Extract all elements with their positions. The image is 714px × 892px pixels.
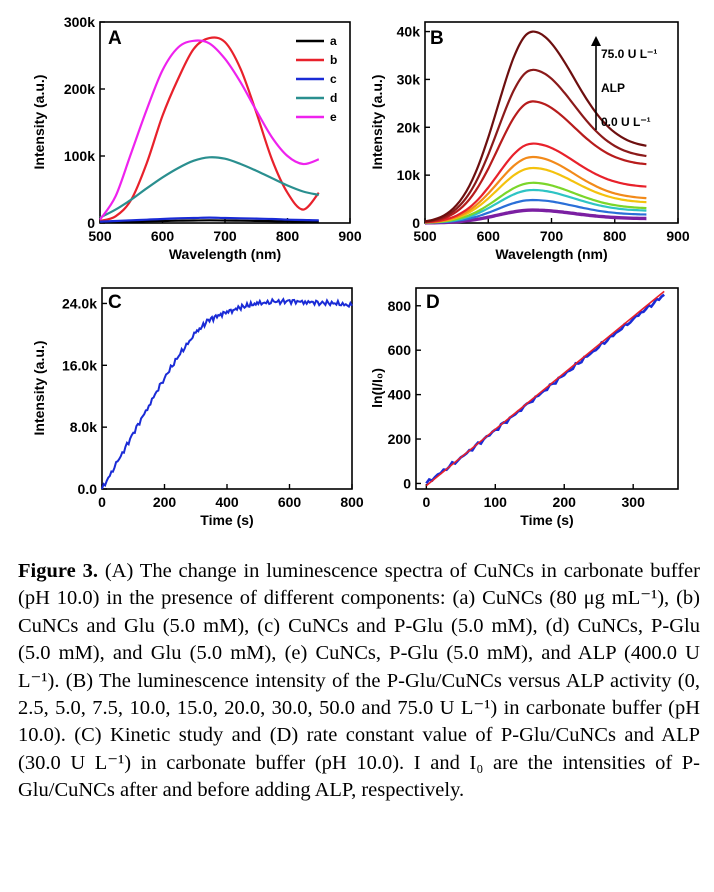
series-line-c xyxy=(99,216,319,223)
y-tick-label: 8.0k xyxy=(70,419,97,435)
x-axis-label: Wavelength (nm) xyxy=(169,246,281,262)
x-tick-label: 800 xyxy=(276,228,300,244)
series-line-4 xyxy=(424,181,647,224)
chart-panel-d: 0 100 200 300 0 200 400 600 800 Time (s) ln(I/I₀) D xyxy=(369,287,679,528)
series-line-8 xyxy=(424,100,647,223)
panel-letter: A xyxy=(108,28,122,49)
x-tick-label: 800 xyxy=(340,494,364,510)
x-tick-label: 800 xyxy=(603,228,627,244)
x-tick-label: 600 xyxy=(477,228,501,244)
plot-frame xyxy=(101,287,353,490)
legend-label-b: b xyxy=(330,53,337,67)
y-axis-label: Intensity (a.u.) xyxy=(369,75,385,170)
y-tick-label: 40k xyxy=(397,24,421,40)
y-tick-label: 300k xyxy=(64,14,95,30)
legend-label-d: d xyxy=(330,91,337,105)
legend-label-a: a xyxy=(330,34,337,48)
y-tick-label: 16.0k xyxy=(62,357,97,373)
y-axis-label: ln(I/I₀) xyxy=(369,368,385,408)
x-tick-label: 0 xyxy=(98,494,106,510)
legend-label-c: c xyxy=(330,72,337,86)
chart-panel-c: 0 200 400 600 800 0.0 8.0k 16.0k 24.0k Time (s) In… xyxy=(31,287,364,528)
series-line-9 xyxy=(424,68,647,223)
x-tick-label: 900 xyxy=(338,228,362,244)
x-axis-label: Time (s) xyxy=(200,512,253,528)
panel-letter: D xyxy=(426,292,440,313)
chart-panel-a: 500 600 700 800 900 0 100k 200k 300k Wavelength (… xyxy=(31,14,362,262)
y-axis-label: Intensity (a.u.) xyxy=(31,341,47,436)
panel-letter: C xyxy=(108,292,122,313)
panel-letter: B xyxy=(430,28,444,49)
y-tick-label: 0 xyxy=(403,475,411,491)
y-tick-label: 10k xyxy=(397,167,421,183)
y-tick-label: 24.0k xyxy=(62,295,97,311)
alp-annotation: 75.0 U L⁻¹ xyxy=(601,47,657,61)
series-line-2 xyxy=(424,198,647,224)
y-tick-label: 200k xyxy=(64,81,95,97)
series-line-d xyxy=(99,156,320,219)
x-tick-label: 900 xyxy=(666,228,690,244)
y-tick-label: 0.0 xyxy=(78,481,98,497)
series-line-6 xyxy=(424,155,647,224)
x-tick-label: 300 xyxy=(622,494,646,510)
series-line-7 xyxy=(424,142,647,224)
alp-arrow-head xyxy=(591,36,601,46)
x-tick-label: 200 xyxy=(553,494,577,510)
chart-panel-b: 500 600 700 800 900 0 10k 20k 30k 40k Wavelength (… xyxy=(369,21,690,262)
kinetic-curve xyxy=(101,297,353,490)
y-tick-label: 100k xyxy=(64,148,95,164)
x-tick-label: 0 xyxy=(422,494,430,510)
y-tick-label: 30k xyxy=(397,71,421,87)
legend-label-e: e xyxy=(330,110,337,124)
alp-annotation: 0.0 U L⁻¹ xyxy=(601,115,651,129)
plot-frame xyxy=(415,287,679,490)
x-tick-label: 500 xyxy=(88,228,112,244)
x-axis-label: Time (s) xyxy=(520,512,573,528)
y-tick-label: 800 xyxy=(388,298,412,314)
x-tick-label: 700 xyxy=(540,228,564,244)
y-tick-label: 400 xyxy=(388,387,412,403)
x-tick-label: 700 xyxy=(213,228,237,244)
x-axis-label: Wavelength (nm) xyxy=(495,246,607,262)
y-tick-label: 600 xyxy=(388,342,412,358)
x-tick-label: 500 xyxy=(413,228,437,244)
x-tick-label: 400 xyxy=(215,494,239,510)
linear-fit-line xyxy=(425,290,665,487)
series-line-a xyxy=(99,219,319,224)
series-line-10 xyxy=(424,30,647,223)
y-tick-label: 20k xyxy=(397,119,421,135)
caption-text: (A) The change in luminescence spectra o… xyxy=(18,560,700,802)
figure-3-panels: 500 600 700 800 900 0 100k 200k 300k Wavelength (… xyxy=(31,14,690,528)
x-tick-label: 600 xyxy=(151,228,175,244)
series-line-1 xyxy=(424,208,647,225)
y-tick-label: 200 xyxy=(388,431,412,447)
alp-annotation: ALP xyxy=(601,81,625,95)
x-tick-label: 200 xyxy=(153,494,177,510)
series-line-b xyxy=(99,36,320,223)
series-line-e xyxy=(99,39,320,221)
x-tick-label: 100 xyxy=(484,494,508,510)
x-tick-label: 600 xyxy=(278,494,302,510)
y-tick-label: 0 xyxy=(87,215,95,231)
figure-caption: Figure 3. (A) The change in luminescence… xyxy=(18,558,700,805)
y-axis-label: Intensity (a.u.) xyxy=(31,75,47,170)
series-line-5 xyxy=(424,166,647,224)
y-tick-label: 0 xyxy=(412,215,420,231)
caption-title: Figure 3. xyxy=(18,560,98,582)
